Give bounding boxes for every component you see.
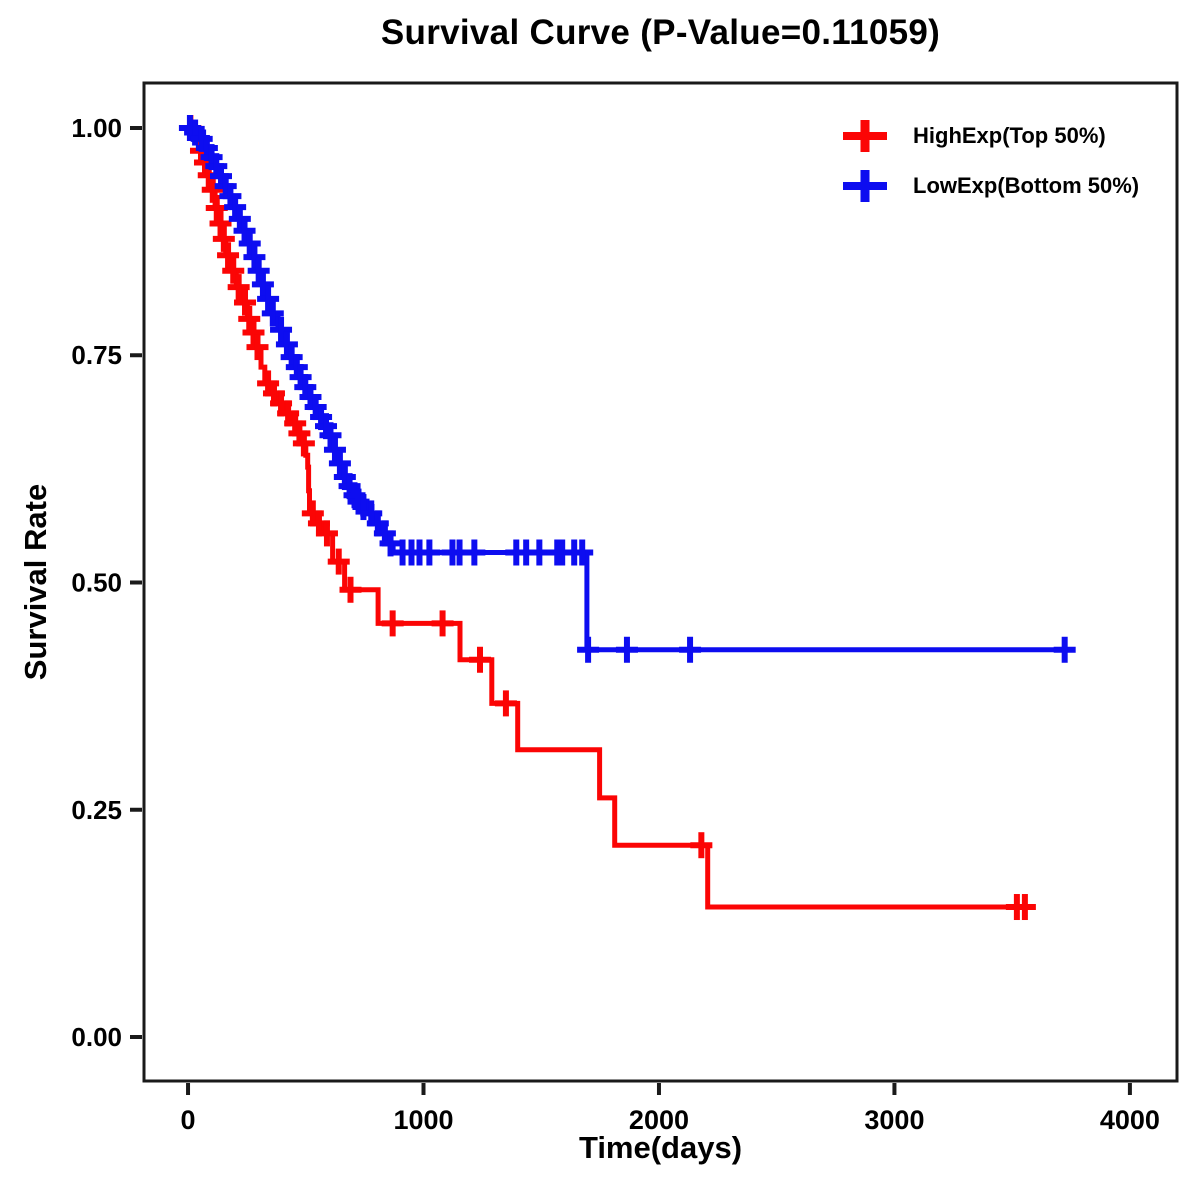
plot-border	[142, 81, 1179, 1083]
y-tick-label: 0.75	[71, 340, 122, 370]
legend: HighExp(Top 50%) LowExp(Bottom 50%)	[841, 113, 1139, 213]
y-tick-label: 0.25	[71, 795, 122, 825]
legend-label-lowexp: LowExp(Bottom 50%)	[913, 173, 1140, 198]
chart-title: Survival Curve (P-Value=0.11059)	[380, 13, 941, 52]
plus-marker-icon-red	[843, 120, 887, 152]
y-tick-label: 0.00	[71, 1022, 122, 1052]
x-tick-label: 3000	[864, 1105, 924, 1135]
x-tick-label: 2000	[629, 1105, 689, 1135]
legend-item-lowexp: LowExp(Bottom 50%)	[841, 163, 1139, 209]
legend-item-highexp: HighExp(Top 50%)	[841, 113, 1139, 159]
plus-marker-icon-blue	[843, 170, 887, 202]
x-tick-label: 0	[181, 1105, 196, 1135]
y-tick-label: 0.50	[71, 567, 122, 597]
x-axis-label: Time(days)	[578, 1130, 743, 1165]
legend-label-highexp: HighExp(Top 50%)	[913, 123, 1106, 148]
y-axis-label: Survival Rate	[18, 483, 53, 681]
y-tick-label: 1.00	[71, 113, 122, 143]
x-tick-label: 4000	[1100, 1105, 1160, 1135]
x-tick-label: 1000	[393, 1105, 453, 1135]
